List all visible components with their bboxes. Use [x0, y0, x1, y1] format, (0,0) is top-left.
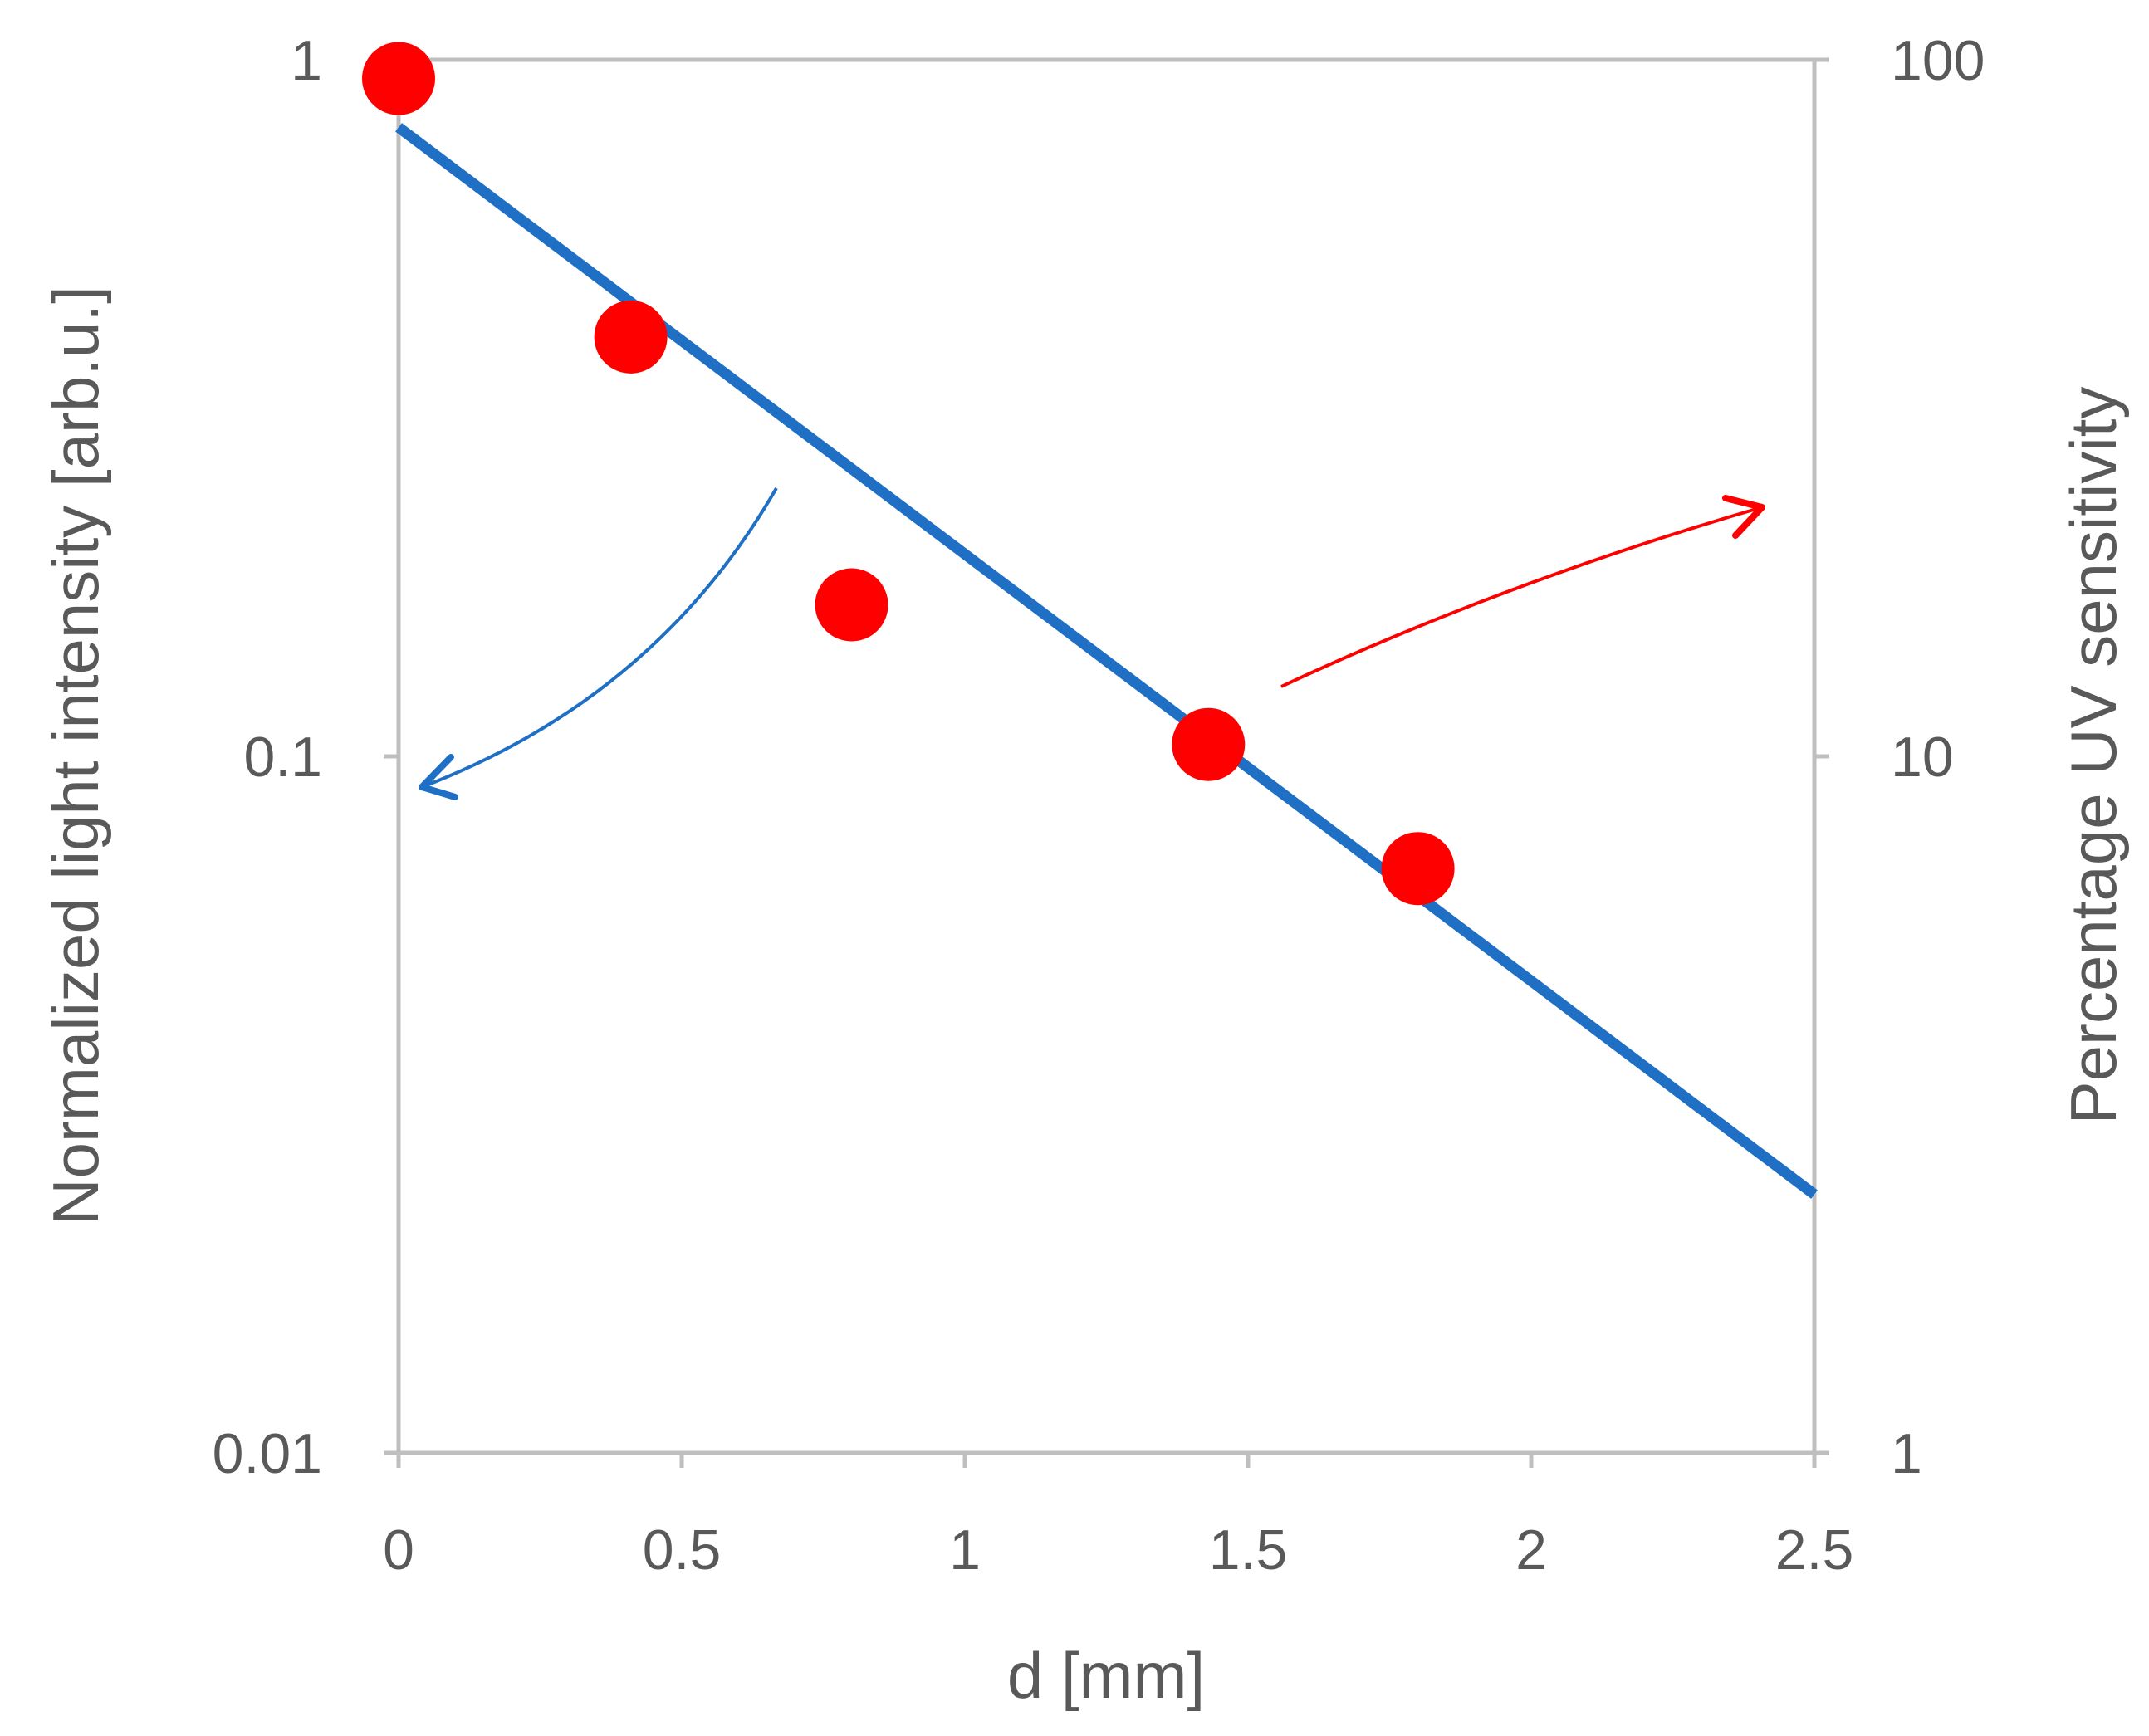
- x-tick-label: 1.5: [1209, 1518, 1288, 1582]
- y-right-tick-label: 100: [1891, 29, 1985, 92]
- red-curved-arrow-icon: [1280, 506, 1763, 688]
- plot-frame: [396, 57, 1817, 1455]
- x-tick-label: 2: [1515, 1518, 1547, 1582]
- y-left-axis-title: Normalized light intensity [arb.u.]: [39, 286, 112, 1225]
- y-left-tick-label: 0.1: [243, 726, 322, 789]
- y-left-tick-label: 0.01: [213, 1422, 322, 1485]
- data-point: [1172, 707, 1246, 781]
- x-tick-label: 2.5: [1775, 1518, 1854, 1582]
- red-arrowhead-icon: [1722, 495, 1765, 539]
- data-point: [362, 42, 435, 115]
- y-right-axis-title: Percentage UV sensitivity: [2057, 387, 2130, 1125]
- y-right-tick-label: 10: [1891, 726, 1954, 789]
- y-left-tick-labels: 0.01 0.1 1: [213, 29, 322, 1485]
- x-tick-label: 1: [949, 1518, 981, 1582]
- x-tick-labels: 0 0.5 1 1.5 2 2.5: [383, 1518, 1853, 1582]
- blue-curved-arrow-icon: [421, 487, 778, 789]
- blue-arrowhead-icon: [419, 754, 458, 800]
- y-right-tick-labels: 1 10 100: [1891, 29, 1985, 1485]
- annotation-arrow-left-axis: [419, 487, 778, 800]
- x-tick-marks: [396, 1453, 1817, 1468]
- x-axis-title: d [mm]: [1007, 1639, 1205, 1712]
- data-point: [815, 568, 888, 642]
- annotation-arrow-right-axis: [1280, 495, 1765, 688]
- data-point: [1381, 832, 1455, 906]
- y-left-tick-label: 1: [291, 29, 322, 92]
- y-right-tick-marks: [1814, 57, 1829, 1455]
- y-right-tick-label: 1: [1891, 1422, 1922, 1485]
- series-scatter-uv-sensitivity: [362, 42, 1455, 906]
- x-tick-label: 0: [383, 1518, 414, 1582]
- series-line-light-intensity: [395, 123, 1818, 1199]
- data-point: [594, 300, 668, 374]
- x-tick-label: 0.5: [643, 1518, 722, 1582]
- y-left-tick-marks: [384, 57, 399, 1455]
